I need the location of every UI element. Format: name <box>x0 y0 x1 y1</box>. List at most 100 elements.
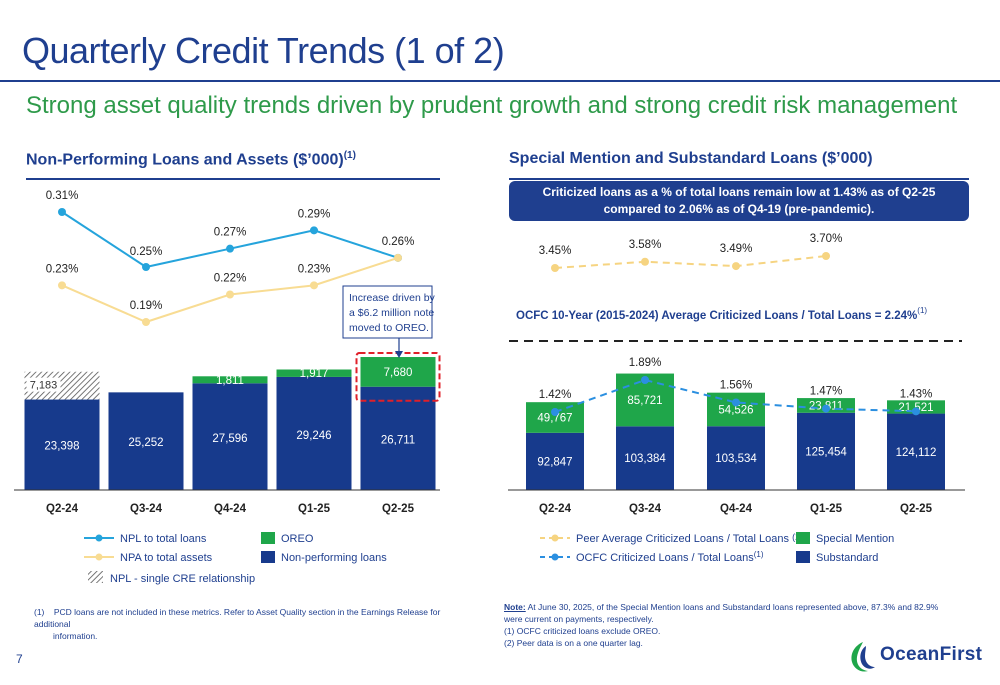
callout-line-2: compared to 2.06% as of Q4-19 (pre-pande… <box>603 202 875 216</box>
substandard-bar-label-Q3-24: 103,384 <box>624 453 666 465</box>
peer-ratio-point-Q1-25 <box>822 252 830 260</box>
oreo-annotation-line-2: a $6.2 million note <box>349 307 434 319</box>
substandard-bar-Q1-25 <box>797 412 855 490</box>
legend-npl-swatch <box>261 551 275 563</box>
left-footnote-marker: (1) <box>34 607 45 617</box>
substandard-bar-Q3-24 <box>616 426 674 490</box>
right-note-line-1: At June 30, 2025, of the Special Mention… <box>525 602 939 612</box>
peer-ratio-label-Q1-25: 3.70% <box>810 233 843 245</box>
legend-npl-marker-icon <box>95 534 103 542</box>
left-footnote-text-1: PCD loans are not included in these metr… <box>34 607 441 629</box>
ocfc-ratio-label-Q2-25: 1.43% <box>900 388 933 400</box>
oreo-bar-Q1-25 <box>276 369 352 377</box>
ocfc-ratio-label-Q2-24: 1.42% <box>539 389 572 401</box>
right-note-label: Note: <box>504 602 526 612</box>
x-tick-Q1-25: Q1-25 <box>298 503 331 515</box>
npl-chart: 23,398 7,183 25,252 27,596 1,811 29,246 1,917 2… <box>14 190 441 585</box>
right-panel-title: Special Mention and Substandard Loans ($… <box>509 150 873 167</box>
npl-ratio-point-Q3-24 <box>142 263 150 271</box>
legend-ocfc-label: OCFC Criticized Loans / Total Loans(1) <box>576 550 764 564</box>
legend-special-mention-label: Special Mention <box>816 533 894 545</box>
oceanfirst-logo-wordmark: OceanFirst <box>880 644 983 665</box>
legend-oreo-label: OREO <box>281 533 314 545</box>
ocfc-ratio-point-Q2-25 <box>912 407 920 416</box>
right-footnote-2: (2) Peer data is on a one quarter lag. <box>504 638 643 648</box>
oreo-annotation-box <box>342 285 433 339</box>
ocfc-ratio-label-Q4-24: 1.56% <box>720 379 753 391</box>
npa-ratio-point-Q2-25 <box>394 253 402 262</box>
npa-ratio-point-Q3-24 <box>142 318 150 326</box>
peer-ratio-label-Q3-24: 3.58% <box>629 239 662 251</box>
peer-ratio-point-Q2-24 <box>551 264 559 272</box>
legend-npa-marker-icon <box>95 553 103 561</box>
right-note-line-2: were current on payments, respectively. <box>504 614 654 624</box>
ten-year-average-text: OCFC 10-Year (2015-2024) Average Critici… <box>516 310 917 322</box>
x-tick-Q2-24: Q2-24 <box>539 503 572 515</box>
ocfc-ratio-line <box>554 378 917 413</box>
legend-ocfc-sup: (1) <box>754 550 764 559</box>
npl-bar-Q1-25 <box>276 376 352 490</box>
annotation-arrowhead <box>395 351 403 358</box>
npl-ratio-point-Q2-24 <box>58 208 66 216</box>
oreo-bar-Q4-24 <box>192 376 268 384</box>
npa-ratio-label-Q2-24: 0.23% <box>46 263 79 275</box>
substandard-bar-label-Q2-24: 92,847 <box>537 456 572 468</box>
x-tick-Q4-24: Q4-24 <box>214 503 247 515</box>
left-footnote: (1) PCD loans are not included in these … <box>34 606 474 642</box>
right-footnote-1: (1) OCFC criticized loans exclude OREO. <box>504 626 661 636</box>
single-cre-label-Q2-24: 7,183 <box>30 380 58 392</box>
oreo-bar-label-Q2-25: 7,680 <box>384 367 413 379</box>
npl-bar-label-Q3-24: 25,252 <box>128 437 163 449</box>
right-notes: Note: At June 30, 2025, of the Special M… <box>504 601 974 649</box>
oreo-bar-label-Q4-24: 1,811 <box>216 375 244 387</box>
npl-bar-Q2-25 <box>360 386 436 490</box>
title-divider <box>0 80 1000 82</box>
substandard-bar-label-Q2-25: 124,112 <box>896 447 937 459</box>
criticized-loans-callout: Criticized loans as a % of total loans r… <box>509 181 969 221</box>
peer-ratio-label-Q4-24: 3.49% <box>720 243 753 255</box>
npa-ratio-label-Q3-24: 0.19% <box>130 300 163 312</box>
peer-ratio-point-Q3-24 <box>641 257 649 266</box>
peer-ratio-point-Q4-24 <box>732 262 740 271</box>
x-tick-Q2-25: Q2-25 <box>900 503 933 515</box>
x-tick-Q2-25: Q2-25 <box>382 503 415 515</box>
x-tick-Q3-24: Q3-24 <box>629 503 662 515</box>
npa-ratio-label-Q4-24: 0.22% <box>214 273 247 285</box>
special-mention-bar-label-Q4-24: 54,526 <box>718 404 753 416</box>
npl-bar-label-Q2-25: 26,711 <box>381 435 415 447</box>
oreo-bar-Q2-25 <box>360 357 436 387</box>
substandard-bar-label-Q1-25: 125,454 <box>805 446 847 458</box>
substandard-bar-Q2-24 <box>526 432 584 490</box>
npa-ratio-point-Q1-25 <box>310 281 318 290</box>
npl-bar-Q2-24 <box>24 399 100 490</box>
oreo-annotation-line-1: Increase driven by <box>349 292 436 304</box>
left-panel-rule <box>26 178 440 180</box>
legend-substandard-swatch <box>796 551 810 563</box>
ocfc-ratio-point-Q3-24 <box>641 376 649 384</box>
right-panel-rule <box>509 178 969 180</box>
legend-single-cre-swatch <box>88 571 103 583</box>
legend-npa-label: NPA to total assets <box>120 552 213 564</box>
page-number: 7 <box>16 652 23 666</box>
single-cre-label-bg-Q2-24 <box>26 377 61 392</box>
peer-ratio-line <box>554 255 827 269</box>
npl-ratio-point-Q4-24 <box>226 244 234 253</box>
legend-peer-label: Peer Average Criticized Loans / Total Lo… <box>576 532 803 545</box>
ocfc-ratio-label-Q1-25: 1.47% <box>810 386 843 398</box>
npl-ratio-label-Q2-24: 0.31% <box>46 190 79 202</box>
npl-bar-Q4-24 <box>192 383 268 490</box>
substandard-bar-label-Q4-24: 103,534 <box>715 453 757 465</box>
special-mention-bar-Q2-24 <box>526 402 584 433</box>
npa-ratio-point-Q4-24 <box>226 290 234 299</box>
ocfc-ratio-point-Q2-24 <box>551 408 559 416</box>
npl-bar-Q3-24 <box>108 392 184 490</box>
right-note: Note: At June 30, 2025, of the Special M… <box>504 601 974 613</box>
npl-chart-legend: NPL to total loans NPA to total assets N… <box>84 532 387 585</box>
ocfc-ratio-label-Q3-24: 1.89% <box>629 357 662 369</box>
peer-ratio-label-Q2-24: 3.45% <box>539 245 572 257</box>
x-tick-Q1-25: Q1-25 <box>810 503 843 515</box>
legend-peer-marker-icon <box>551 534 559 542</box>
npl-ratio-label-Q2-25: 0.26% <box>382 236 415 248</box>
left-panel-title-sup: (1) <box>343 150 356 161</box>
left-panel-title-text: Non-Performing Loans and Assets ($’000) <box>26 151 344 169</box>
